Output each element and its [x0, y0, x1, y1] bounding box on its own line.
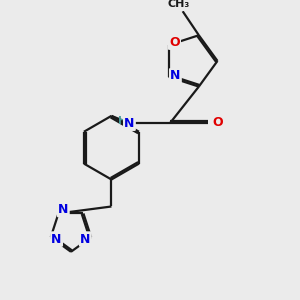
Text: O: O — [169, 36, 180, 49]
Text: N: N — [58, 203, 68, 216]
Text: N: N — [80, 232, 91, 246]
Text: N: N — [170, 69, 181, 82]
Text: H: H — [118, 116, 127, 126]
Text: O: O — [213, 116, 224, 129]
Text: CH₃: CH₃ — [168, 0, 190, 8]
Text: N: N — [51, 232, 62, 246]
Text: N: N — [124, 117, 135, 130]
